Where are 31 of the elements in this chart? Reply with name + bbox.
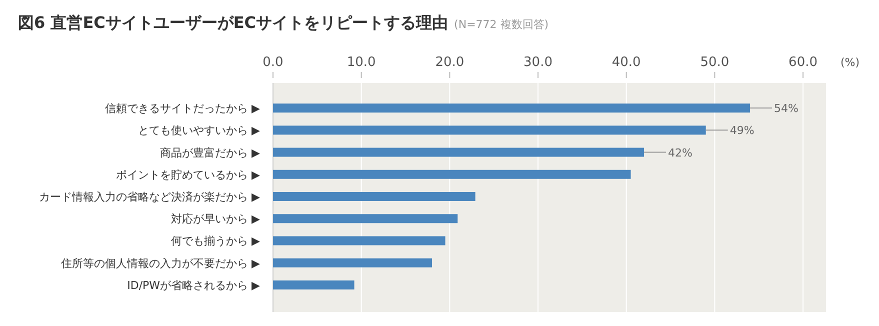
bar xyxy=(273,148,644,157)
x-tick-label: 0.0 xyxy=(262,55,284,70)
bar xyxy=(273,280,354,290)
y-tick-label: 商品が豊富だから ▶ xyxy=(160,146,261,160)
bar xyxy=(273,126,706,135)
y-tick-label: ポイントを貯めているから ▶ xyxy=(116,168,261,182)
y-tick-label: 対応が早いから ▶ xyxy=(171,212,261,226)
bar xyxy=(273,170,631,179)
y-tick-label: カード情報入力の省略など決済が楽だから ▶ xyxy=(39,190,261,204)
x-tick-label: 40.0 xyxy=(612,55,641,70)
chart-title: 図6 直営ECサイトユーザーがECサイトをリピートする理由 xyxy=(18,13,448,32)
x-tick-label: 30.0 xyxy=(524,55,552,70)
data-label: 54% xyxy=(774,102,798,116)
data-label: 42% xyxy=(668,146,692,160)
bar xyxy=(273,214,458,224)
data-label: 49% xyxy=(730,124,754,138)
bar xyxy=(273,258,432,268)
y-tick-label: ID/PWが省略されるから ▶ xyxy=(127,278,261,292)
bar xyxy=(273,104,750,113)
y-tick-label: 信頼できるサイトだったから ▶ xyxy=(105,102,261,116)
x-tick-label: 10.0 xyxy=(346,55,376,70)
x-axis-title: (%) xyxy=(840,56,860,69)
y-tick-label: とても使いやすいから ▶ xyxy=(138,124,261,138)
bar xyxy=(273,192,476,201)
x-tick-label: 60.0 xyxy=(788,55,818,70)
x-tick-label: 20.0 xyxy=(435,55,464,70)
x-tick-label: 50.0 xyxy=(700,55,730,70)
bar xyxy=(273,236,446,246)
y-tick-label: 住所等の個人情報の入力が不要だから ▶ xyxy=(61,256,261,270)
chart-subtitle: (N=772 複数回答) xyxy=(454,18,549,31)
y-tick-label: 何でも揃うから ▶ xyxy=(171,234,261,248)
